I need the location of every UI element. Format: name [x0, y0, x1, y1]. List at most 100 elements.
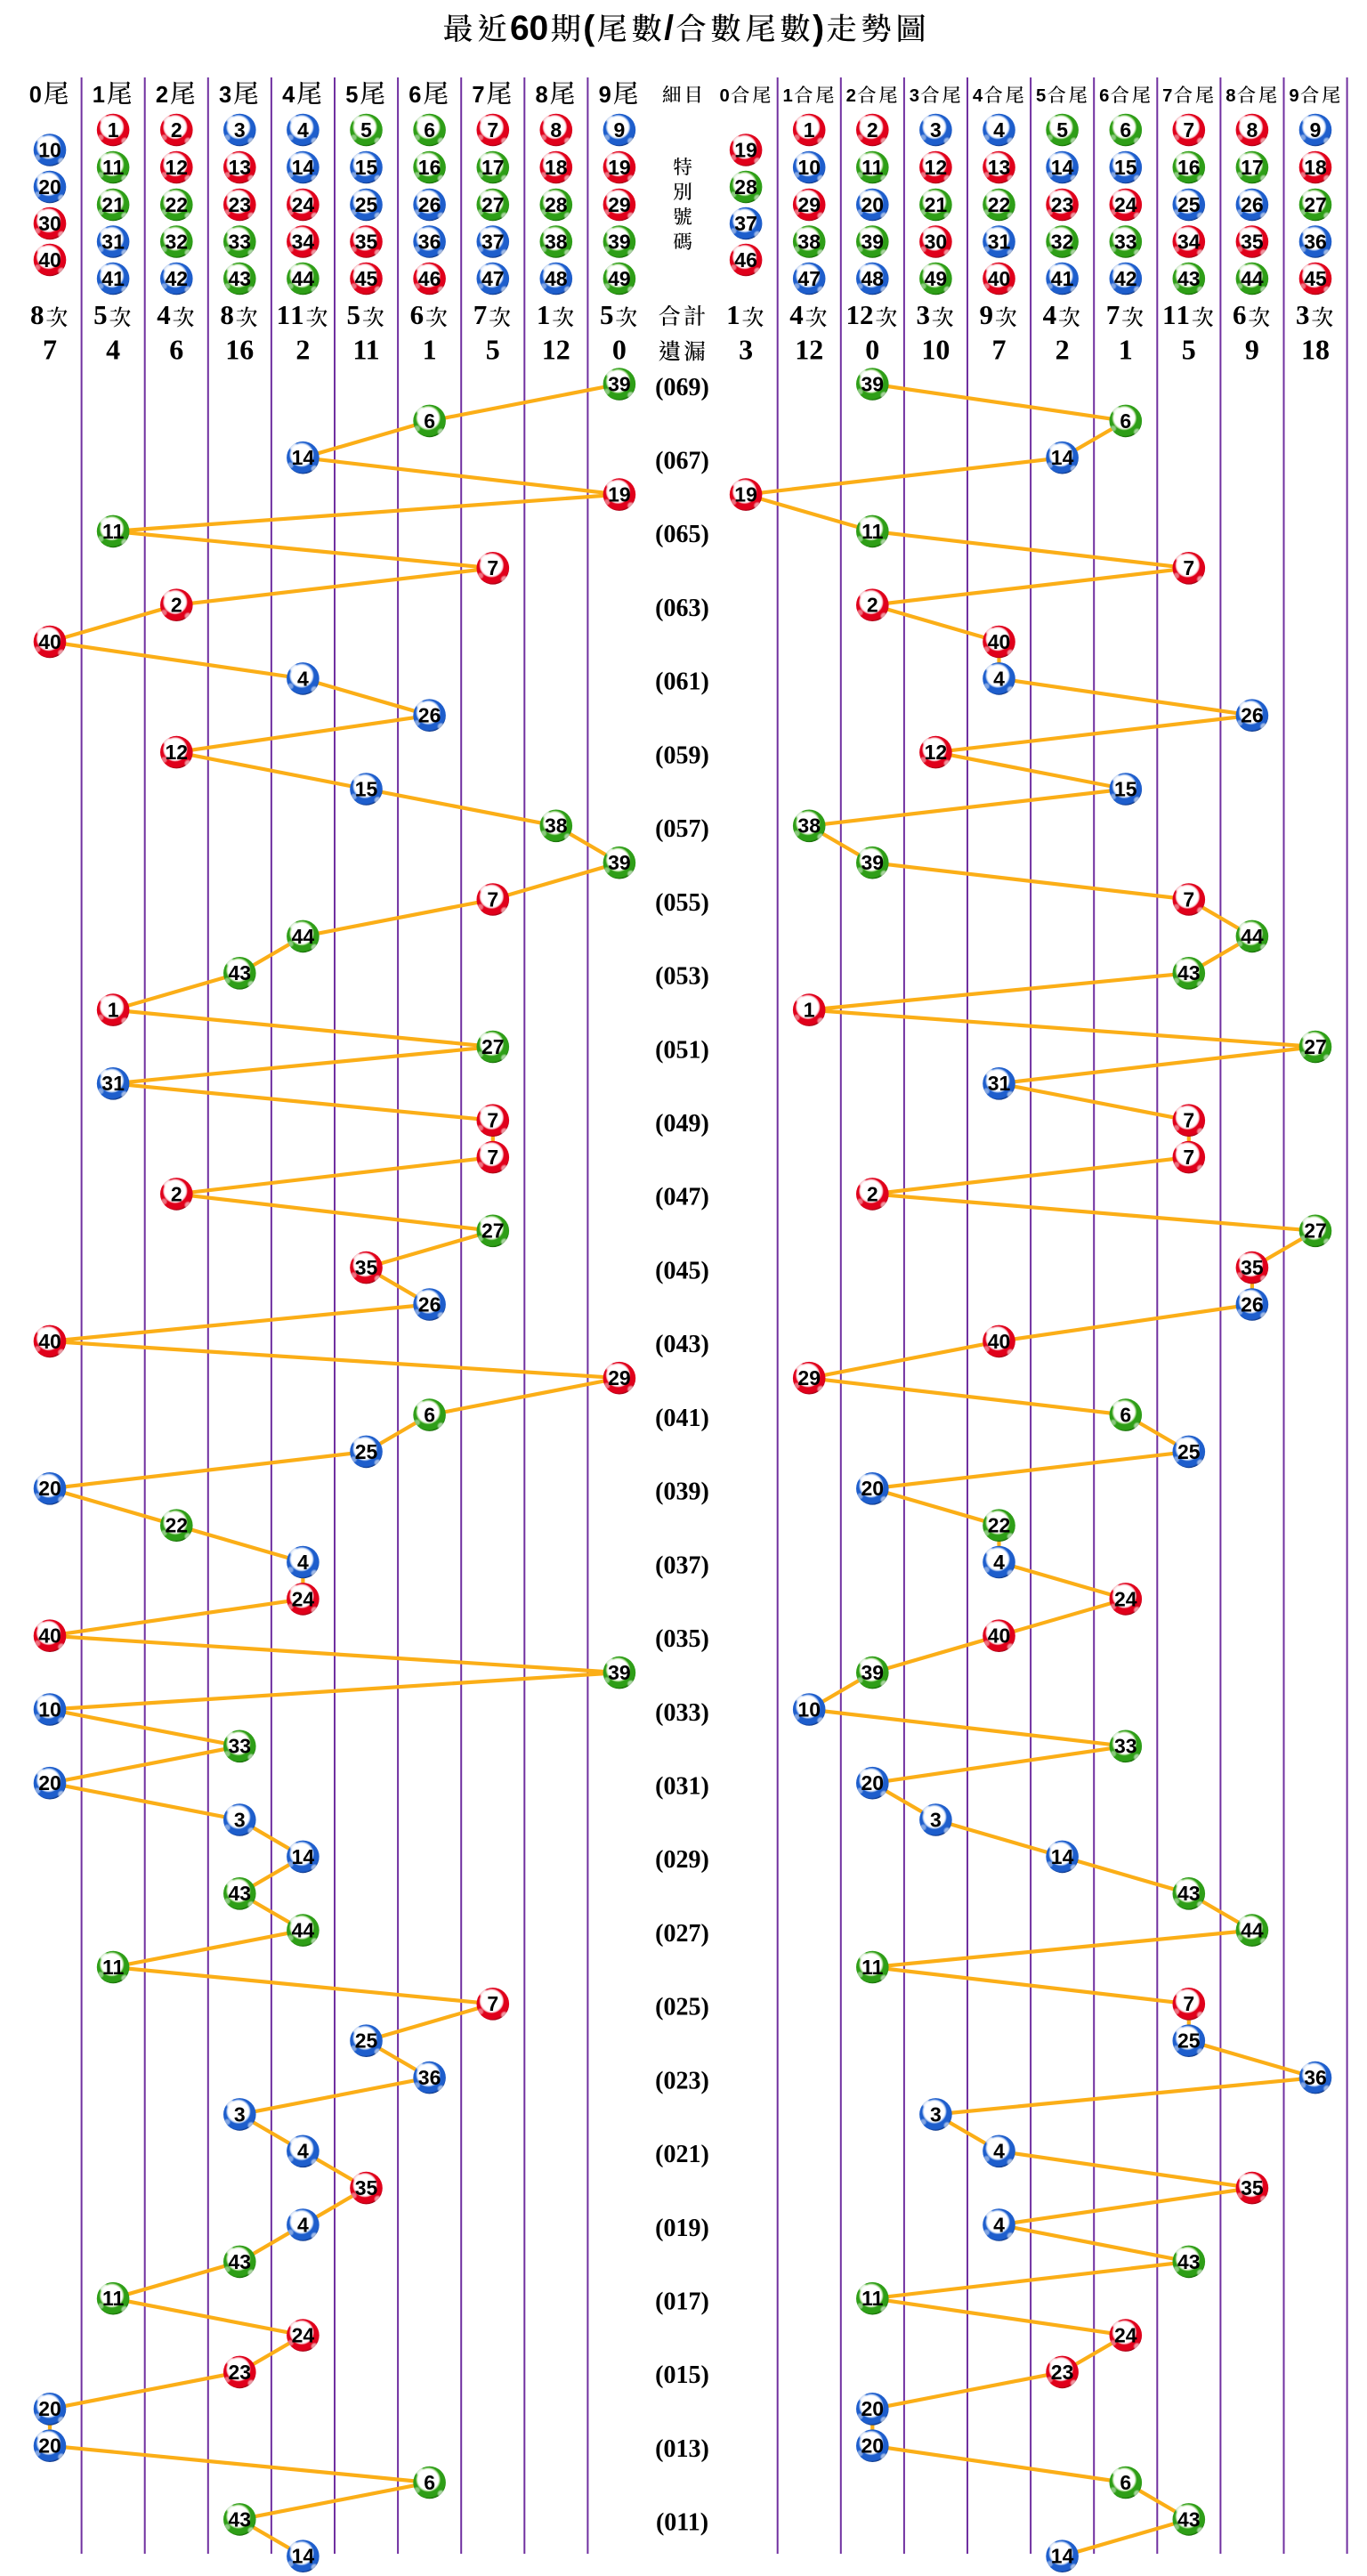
svg-text:8: 8	[536, 83, 548, 108]
ball-number: 6	[1120, 409, 1131, 433]
ball-number: 48	[545, 267, 568, 290]
ball-number: 40	[988, 1330, 1011, 1353]
legend-ball: 27	[1298, 188, 1332, 222]
ball-number: 44	[1241, 267, 1264, 290]
ball-number: 14	[1051, 156, 1074, 179]
ball-number: 35	[355, 2176, 378, 2199]
legend-ball: 40	[983, 262, 1015, 296]
ball-number: 31	[988, 230, 1011, 253]
ball-number: 43	[1177, 2507, 1201, 2531]
svg-text:9: 9	[980, 299, 994, 330]
chart-ball-sum: 39	[856, 368, 889, 401]
chart-ball-sum: 35	[1235, 2171, 1269, 2205]
chart-ball-tail: 35	[350, 1251, 383, 1284]
legend-ball: 34	[287, 225, 320, 258]
chart-ball-sum: 7	[1172, 1140, 1206, 1174]
legend-ball: 48	[539, 262, 573, 296]
ball-number: 2	[867, 594, 878, 617]
chart-ball-tail: 35	[350, 2171, 383, 2205]
ball-number: 7	[1183, 1146, 1194, 1169]
sum-tail-header: 0	[719, 85, 771, 106]
sum-count: 4	[1043, 299, 1080, 330]
page-title-text: 6 0 (/)	[443, 9, 926, 47]
legend-ball: 43	[222, 262, 256, 296]
legend-ball: 1	[96, 113, 130, 147]
chart-ball-sum: 22	[983, 1509, 1015, 1542]
ball-number: 17	[1241, 156, 1264, 179]
tail-header: 8	[536, 81, 574, 108]
ball-number: 15	[355, 777, 378, 800]
legend-ball: 11	[96, 150, 130, 184]
legend-ball: 20	[856, 188, 889, 222]
chart-ball-tail: 43	[222, 957, 256, 990]
ball-number: 25	[355, 2029, 378, 2053]
period-label: (015)	[655, 2361, 709, 2389]
legend-ball: 44	[1235, 262, 1269, 296]
ball-number: 40	[38, 1330, 61, 1353]
sum-tail-header: 1	[783, 85, 834, 106]
tail-miss: 2	[295, 334, 310, 366]
ball-number: 2	[867, 1182, 878, 1205]
chart-ball-sum: 38	[792, 809, 826, 843]
ball-number: 35	[355, 1256, 378, 1279]
chart-ball-tail: 7	[476, 883, 510, 916]
ball-number: 43	[229, 267, 252, 290]
legend-ball: 49	[603, 262, 636, 296]
ball-number: 27	[1304, 1035, 1327, 1058]
period-label: (069)	[655, 374, 709, 401]
ball-number: 19	[608, 483, 631, 506]
ball-number: 12	[925, 156, 948, 179]
ball-number: 30	[38, 212, 61, 235]
ball-number: 1	[804, 999, 815, 1022]
ball-number: 14	[292, 1845, 315, 1868]
legend-ball: 47	[476, 262, 510, 296]
chart-ball-sum: 2	[856, 1178, 889, 1211]
ball-number: 36	[418, 2066, 441, 2089]
ball-number: 11	[861, 2287, 884, 2310]
ball-number: 29	[797, 193, 821, 216]
svg-text:8: 8	[1225, 86, 1235, 106]
period-label: (053)	[655, 963, 709, 991]
chart-ball-sum: 20	[856, 2393, 889, 2426]
ball-number: 5	[360, 118, 372, 142]
legend-ball: 6	[1109, 113, 1143, 147]
chart-ball-sum: 33	[1109, 1729, 1143, 1763]
legend-ball: 42	[1109, 262, 1143, 296]
chart-ball-sum: 23	[1046, 2355, 1079, 2389]
legend-ball: 7	[1172, 113, 1206, 147]
ball-number: 6	[1120, 118, 1131, 142]
legend-ball: 29	[603, 188, 636, 222]
chart-ball-sum: 7	[1172, 883, 1206, 916]
svg-text:6: 6	[510, 9, 530, 47]
tail-header: 3	[219, 81, 258, 108]
svg-text:): )	[813, 9, 824, 47]
legend-ball: 13	[222, 150, 256, 184]
ball-number: 12	[166, 741, 189, 764]
chart-ball-sum: 10	[792, 1693, 826, 1726]
svg-text:2: 2	[846, 86, 856, 106]
legend-ball: 45	[350, 262, 383, 296]
period-label: (061)	[655, 668, 709, 696]
chart-ball-tail: 39	[603, 368, 636, 401]
chart-ball-sum: 44	[1235, 1914, 1269, 1947]
chart-ball-tail: 14	[287, 441, 320, 474]
chart-ball-sum: 24	[1109, 1583, 1143, 1616]
legend-ball: 48	[856, 262, 889, 296]
chart-ball-sum: 7	[1172, 552, 1206, 585]
chart-ball-sum: 44	[1235, 919, 1269, 953]
ball-number: 6	[424, 409, 435, 433]
period-label: (049)	[655, 1110, 709, 1138]
period-label: (033)	[655, 1699, 709, 1727]
ball-number: 3	[234, 2102, 246, 2126]
tail-count: 5	[347, 299, 384, 330]
ball-number: 36	[1304, 2066, 1327, 2089]
period-label: (025)	[655, 1994, 709, 2021]
ball-number: 28	[734, 175, 757, 198]
ball-number: 33	[229, 230, 252, 253]
period-label: (043)	[655, 1331, 709, 1358]
ball-number: 20	[861, 1771, 885, 1794]
chart-ball-tail: 12	[160, 735, 193, 769]
legend-ball: 30	[33, 207, 67, 240]
chart-ball-tail: 36	[413, 2061, 446, 2094]
